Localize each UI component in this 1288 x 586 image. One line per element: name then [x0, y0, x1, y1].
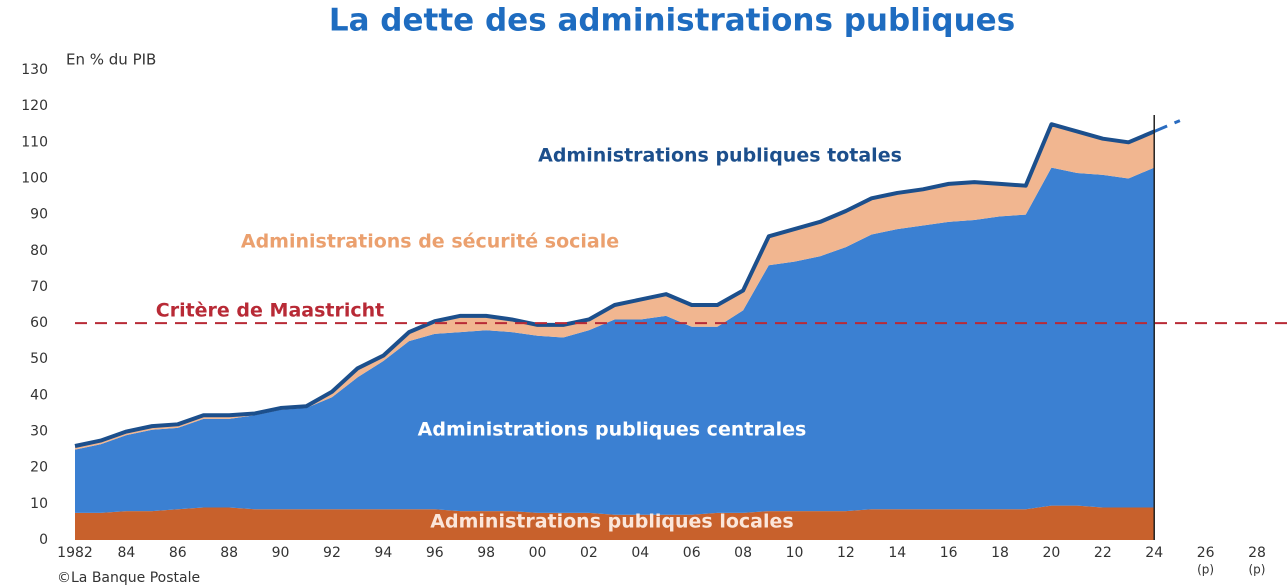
x-tick-label: 86 — [169, 545, 187, 561]
x-tick-label: 88 — [220, 545, 238, 561]
x-tick-label: 10 — [786, 545, 804, 561]
y-tick-label: 20 — [30, 460, 48, 476]
x-tick-label: 90 — [272, 545, 290, 561]
y-tick-label: 40 — [30, 387, 48, 403]
series-label: Administrations de sécurité sociale — [241, 231, 619, 253]
x-tick-label: 20 — [1043, 545, 1061, 561]
y-tick-label: 70 — [30, 279, 48, 295]
y-tick-label: 100 — [21, 170, 48, 186]
y-tick-label: 90 — [30, 207, 48, 223]
x-tick-label: 08 — [734, 545, 752, 561]
x-tick-label: 24 — [1145, 545, 1163, 561]
series-label: Administrations publiques centrales — [418, 419, 807, 441]
x-tick-label: 18 — [991, 545, 1009, 561]
overlay: Critère de Maastricht Administrations pub… — [74, 115, 1288, 540]
x-tick-label: 98 — [477, 545, 495, 561]
areas — [75, 124, 1155, 540]
y-tick-label: 110 — [21, 134, 48, 150]
x-tick-label: 84 — [117, 545, 135, 561]
reference-label: Critère de Maastricht — [156, 300, 384, 322]
y-tick-label: 10 — [30, 496, 48, 512]
series-label: Administrations publiques totales — [538, 145, 902, 167]
x-tick-label: 1982 — [57, 545, 93, 561]
x-tick-label: 26 — [1197, 545, 1215, 561]
y-tick-label: 120 — [21, 98, 48, 114]
y-tick-label: 130 — [21, 62, 48, 78]
y-tick-label: 30 — [30, 424, 48, 440]
x-tick-label: 28 — [1248, 545, 1266, 561]
y-tick-label: 80 — [30, 243, 48, 259]
x-tick-label: 06 — [683, 545, 701, 561]
x-tick-label: 02 — [580, 545, 598, 561]
series-label: Administrations publiques locales — [430, 511, 793, 533]
x-tick-label: 16 — [940, 545, 958, 561]
x-tick-label: 92 — [323, 545, 341, 561]
y-tick-label: 0 — [39, 532, 48, 548]
x-tick-sublabel: (p) — [1249, 563, 1266, 577]
x-tick-label: 96 — [426, 545, 444, 561]
y-tick-label: 60 — [30, 315, 48, 331]
source: ©La Banque Postale — [57, 570, 200, 586]
total-line — [74, 122, 1155, 448]
x-tick-sublabel: (p) — [1197, 563, 1214, 577]
y-axis-label: En % du PIB — [66, 51, 156, 69]
x-tick-label: 22 — [1094, 545, 1112, 561]
area — [75, 505, 1155, 540]
x-tick-label: 12 — [837, 545, 855, 561]
projection-line — [1153, 119, 1181, 133]
chart-title: La dette des administrations publiques — [329, 3, 1015, 39]
x-tick-label: 04 — [631, 545, 649, 561]
x-tick-label: 94 — [374, 545, 392, 561]
x-tick-label: 00 — [529, 545, 547, 561]
x-tick-label: 14 — [888, 545, 906, 561]
area — [75, 124, 1155, 450]
area — [75, 167, 1155, 515]
y-tick-label: 50 — [30, 351, 48, 367]
